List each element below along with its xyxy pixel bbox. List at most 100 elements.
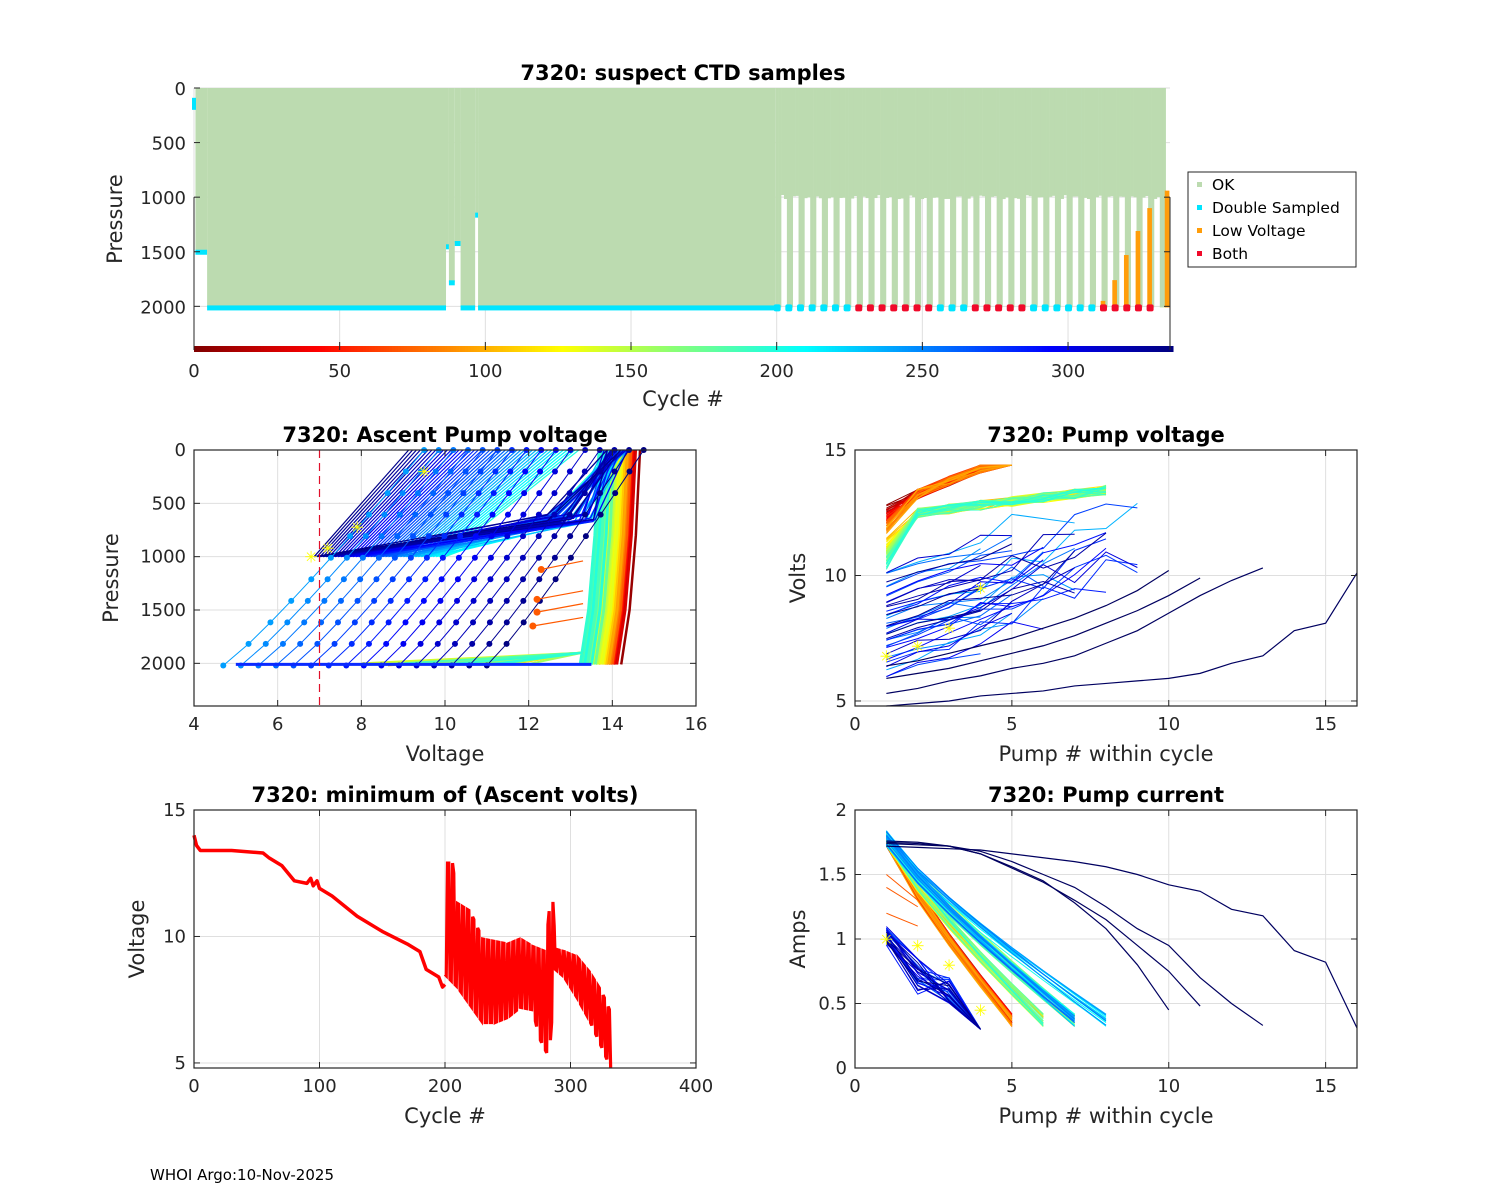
pump-voltage-line	[886, 464, 1012, 530]
cycle-colorbar-segment	[214, 346, 218, 352]
cycle-colorbar-segment	[1155, 346, 1159, 352]
cycle-colorbar-segment	[380, 346, 384, 352]
cycle-colorbar-segment	[732, 346, 737, 352]
cycle-colorbar-segment	[339, 346, 344, 352]
cycle-colorbar-segment	[1059, 346, 1063, 352]
ok-samples-column	[821, 88, 826, 308]
pump-voltage-line	[886, 548, 981, 587]
cycle-colorbar-segment	[919, 346, 923, 352]
cycle-colorbar-segment	[357, 346, 361, 352]
cycle-colorbar-segment	[421, 346, 425, 352]
y-tick-label: 0	[175, 440, 186, 461]
cycle-colorbar-segment	[409, 346, 414, 352]
ascent-sample-point	[458, 511, 465, 518]
flagged-point	[1146, 304, 1154, 312]
ok-samples-column	[1101, 88, 1105, 308]
ascent-sample-point	[455, 554, 462, 561]
pump-current-line	[885, 844, 1075, 1023]
ok-samples-column	[1098, 88, 1102, 196]
ascent-sample-point	[301, 619, 308, 626]
ok-samples-column	[1037, 88, 1041, 198]
ascent-sample-point	[375, 554, 382, 561]
cycle-colorbar-segment	[974, 346, 979, 352]
y-axis-label: Amps	[786, 909, 810, 968]
cycle-colorbar-segment	[569, 346, 574, 352]
cycle-colorbar-segment	[220, 346, 224, 352]
cycle-colorbar-segment	[598, 346, 603, 352]
flagged-point	[1030, 304, 1038, 312]
ascent-sample-point	[245, 640, 252, 647]
y-tick-label: 1500	[140, 600, 186, 621]
x-axis-label: Pump # within cycle	[999, 742, 1214, 766]
ok-samples-column	[926, 88, 930, 308]
cycle-colorbar-segment	[1091, 346, 1095, 352]
cycle-colorbar-segment	[832, 346, 836, 352]
cycle-colorbar-segment	[607, 346, 612, 352]
ok-samples-column	[1078, 88, 1082, 308]
ascent-sample-point	[519, 554, 526, 561]
cycle-colorbar-segment	[255, 346, 259, 352]
ascent-sample-point	[441, 533, 448, 540]
pump-voltage-line	[886, 464, 1012, 524]
ok-samples-block	[446, 88, 449, 247]
pump-current-line	[885, 835, 1075, 1020]
chart-title: 7320: minimum of (Ascent volts)	[251, 783, 638, 807]
ok-samples-column	[862, 88, 866, 197]
cycle-colorbar-segment	[584, 346, 588, 352]
ascent-sample-point	[434, 640, 441, 647]
ascent-profile-line	[319, 449, 417, 558]
cycle-colorbar-segment	[1126, 346, 1130, 352]
cycle-colorbar-segment	[392, 346, 396, 352]
pump-voltage-line	[886, 534, 1012, 574]
ok-samples-column	[830, 88, 834, 198]
ascent-sample-point	[423, 554, 430, 561]
y-tick-label: 0	[836, 1058, 847, 1079]
flagged-point	[796, 304, 804, 312]
ok-samples-column	[883, 88, 887, 308]
ascent-sample-point	[279, 640, 286, 647]
ok-samples-column	[903, 88, 907, 308]
x-axis-label: Voltage	[406, 742, 485, 766]
cycle-colorbar-segment	[756, 346, 760, 352]
cycle-colorbar-segment	[913, 346, 918, 352]
ascent-sample-point	[284, 619, 291, 626]
ascent-sample-point	[362, 533, 369, 540]
ok-samples-column	[1156, 88, 1161, 197]
ascent-sample-point	[334, 619, 341, 626]
chart-title: 7320: suspect CTD samples	[520, 61, 845, 85]
pump-voltage-line	[885, 464, 1012, 529]
cycle-colorbar-segment	[724, 346, 728, 352]
y-tick-label: 15	[824, 440, 847, 461]
cycle-colorbar-segment	[692, 346, 696, 352]
ascent-sample-point	[582, 511, 589, 518]
cycle-colorbar-segment	[596, 346, 600, 352]
cycle-colorbar-segment	[194, 346, 198, 352]
cycle-colorbar-segment	[412, 346, 417, 352]
cycle-colorbar-segment	[1161, 346, 1165, 352]
cycle-colorbar-segment	[1073, 346, 1078, 352]
ascent-sample-point	[503, 576, 510, 583]
ascent-sample-point	[412, 511, 419, 518]
ok-samples-column	[818, 88, 823, 199]
ascent-sample-point	[396, 511, 403, 518]
double-sampled-points	[446, 244, 449, 250]
cycle-colorbar-segment	[354, 346, 358, 352]
cycle-colorbar-segment	[374, 346, 379, 352]
ascent-sample-point	[288, 597, 295, 604]
cycle-colorbar-segment	[464, 346, 469, 352]
cycle-colorbar-segment	[700, 346, 705, 352]
cycle-colorbar-segment	[689, 346, 693, 352]
ok-samples-column	[979, 88, 983, 196]
ok-samples-column	[909, 88, 913, 196]
cycle-colorbar-segment	[1035, 346, 1040, 352]
ascent-sample-point	[470, 597, 477, 604]
pump-voltage-line	[886, 559, 1138, 663]
ascent-sample-point	[407, 554, 414, 561]
x-tick-label: 14	[601, 714, 624, 735]
pump-current-line	[885, 933, 981, 1030]
cycle-colorbar-segment	[1021, 346, 1025, 352]
chart-title: 7320: Pump voltage	[987, 423, 1225, 447]
flagged-point	[936, 304, 944, 312]
pump-current-line	[885, 843, 1044, 1027]
pump-current-line	[886, 838, 1107, 1015]
